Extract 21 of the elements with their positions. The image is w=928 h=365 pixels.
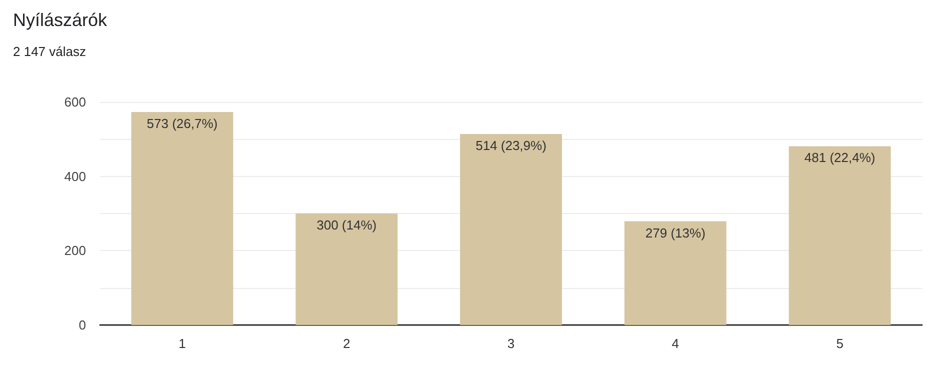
bar: [131, 112, 234, 325]
bar: [460, 134, 562, 325]
x-tick-label: 5: [836, 336, 844, 351]
y-tick-label: 600: [64, 94, 86, 110]
x-tick-label: 3: [507, 336, 515, 351]
data-label: 300 (14%): [316, 218, 377, 232]
y-tick-label: 200: [64, 243, 86, 258]
chart-title: Nyílászárók: [13, 10, 108, 30]
y-tick-label: 400: [64, 168, 86, 184]
x-tick-label: 1: [178, 336, 186, 351]
data-label: 573 (26,7%): [146, 116, 218, 132]
chart-subtitle: 2 147 válasz: [13, 44, 86, 59]
data-label: 514 (23,9%): [476, 138, 546, 153]
bar: [296, 214, 398, 325]
bar: [624, 221, 726, 325]
y-tick-label: 0: [78, 318, 86, 332]
data-label: 481 (22,4%): [804, 150, 876, 166]
x-tick-label: 2: [342, 336, 350, 351]
bar: [788, 146, 891, 325]
x-tick-label: 4: [672, 336, 680, 351]
data-label: 279 (13%): [645, 225, 706, 240]
